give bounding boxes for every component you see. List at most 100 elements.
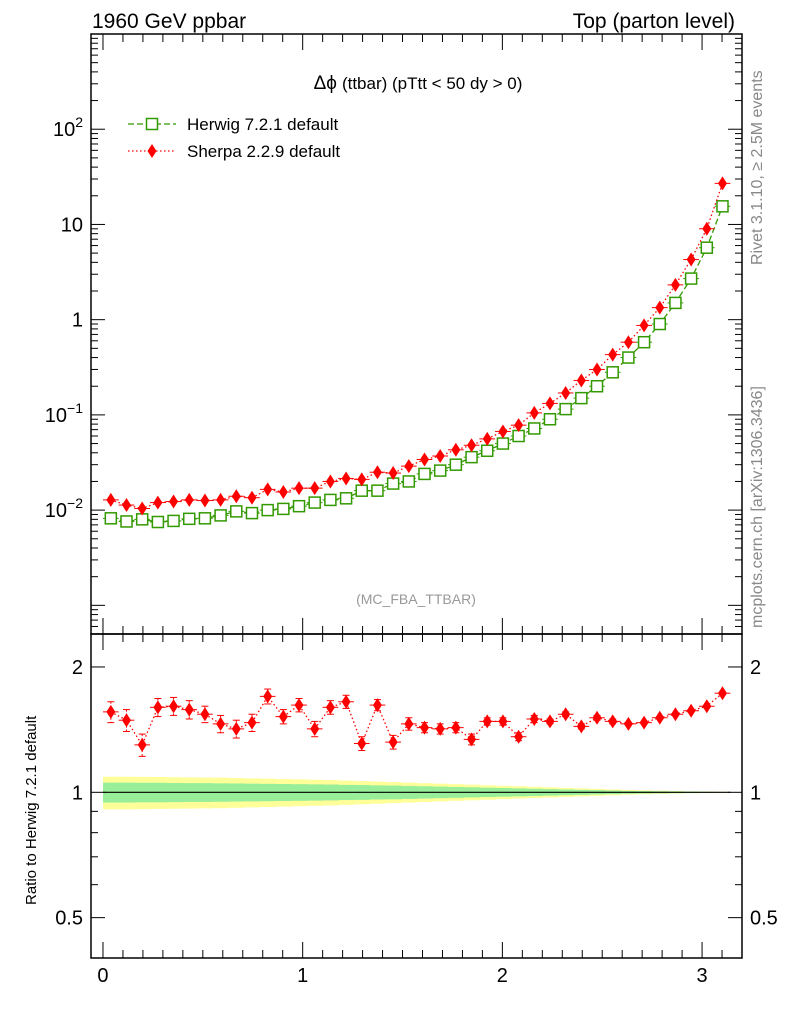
sherpa-point <box>576 373 586 388</box>
herwig-point <box>480 444 494 458</box>
herwig-point <box>496 437 510 450</box>
ratio-point <box>435 721 445 736</box>
sherpa-point <box>561 385 571 400</box>
sherpa-point <box>357 472 367 487</box>
y-tick-label: 10−1 <box>45 400 83 427</box>
herwig-point <box>355 484 369 497</box>
ratio-point <box>231 721 241 736</box>
herwig-point <box>433 464 447 477</box>
y-tick-label: 10−2 <box>45 495 83 522</box>
mcplots-label: mcplots.cern.ch [arXiv:1306.3436] <box>749 386 766 628</box>
sherpa-point <box>122 498 132 513</box>
ratio-point <box>623 716 633 731</box>
herwig-point <box>167 514 180 528</box>
ratio-point <box>357 736 367 751</box>
ratio-y-tick-label: 2 <box>72 657 83 679</box>
ratio-point <box>106 704 116 719</box>
y-tick-exponent: 2 <box>75 114 83 130</box>
herwig-point <box>653 317 667 331</box>
legend-herwig-marker <box>145 117 159 131</box>
sherpa-point <box>137 501 147 516</box>
herwig-point <box>575 391 588 405</box>
sherpa-point <box>200 493 210 508</box>
sherpa-point <box>514 418 524 433</box>
herwig-point <box>465 450 478 464</box>
ratio-point <box>184 702 194 717</box>
herwig-point <box>308 496 321 509</box>
sherpa-point <box>670 277 680 292</box>
ratio-panel-frame <box>90 633 743 959</box>
sherpa-point <box>717 176 727 191</box>
sherpa-point <box>231 489 241 504</box>
analysis-watermark: (MC_FBA_TTBAR) <box>356 591 476 607</box>
sherpa-point <box>106 492 116 507</box>
sherpa-point <box>435 449 445 464</box>
herwig-point <box>418 467 431 481</box>
herwig-point <box>261 503 274 517</box>
ratio-point <box>467 732 477 747</box>
sherpa-point <box>482 431 492 446</box>
sherpa-point <box>529 405 539 420</box>
sherpa-point <box>404 459 414 474</box>
sherpa-point <box>592 362 602 377</box>
sherpa-point <box>310 481 320 496</box>
x-tick-label: 3 <box>696 965 707 987</box>
ratio-y-tick-label-right: 2 <box>750 657 761 679</box>
plot-title: Δϕ (ttbar) (pTtt < 50 dy > 0) <box>314 73 523 94</box>
sherpa-point <box>545 396 555 411</box>
ratio-point <box>639 715 649 730</box>
x-tick-label: 1 <box>297 965 308 987</box>
herwig-point <box>590 379 604 393</box>
ratio-point <box>294 698 304 713</box>
ratio-axis-label: Ratio to Herwig 7.2.1 default <box>23 715 40 905</box>
sherpa-point <box>278 484 288 499</box>
ratio-y-tick-label-right: 1 <box>750 782 761 804</box>
sherpa-point <box>451 442 461 457</box>
ratio-point <box>122 713 132 728</box>
y-tick-base: 10 <box>61 214 83 236</box>
ratio-point <box>404 716 414 731</box>
ratio-point <box>529 711 539 726</box>
herwig-point <box>245 506 259 520</box>
herwig-point <box>684 272 698 285</box>
herwig-point <box>230 505 243 518</box>
herwig-point <box>120 515 133 528</box>
herwig-point <box>543 412 557 426</box>
herwig-line <box>110 206 724 523</box>
ratio-point <box>153 700 163 715</box>
delta-phi-symbol: Δϕ <box>314 73 337 94</box>
ratio-point <box>498 714 508 729</box>
herwig-point <box>402 475 416 488</box>
sherpa-point <box>247 490 257 505</box>
sherpa-point <box>639 318 649 333</box>
energy-label: 1960 GeV ppbar <box>92 10 246 33</box>
sherpa-point <box>341 471 351 486</box>
ratio-point <box>247 715 257 730</box>
ratio-point <box>420 720 430 735</box>
ratio-point <box>686 703 696 718</box>
ratio-point <box>545 714 555 729</box>
ratio-point <box>169 699 179 714</box>
sherpa-point <box>686 252 696 267</box>
process-label: Top (parton level) <box>573 10 735 33</box>
ratio-point <box>592 710 602 725</box>
sherpa-point <box>608 347 618 362</box>
legend-herwig-label: Herwig 7.2.1 default <box>187 115 338 134</box>
herwig-point <box>559 402 572 416</box>
herwig-point <box>622 351 635 364</box>
herwig-point <box>151 515 165 529</box>
ratio-point <box>514 729 524 744</box>
sherpa-point <box>263 482 273 497</box>
y-tick-label: 1 <box>72 310 83 332</box>
herwig-point <box>339 492 353 505</box>
y-tick-label: 102 <box>53 114 83 141</box>
y-tick-base: 1 <box>72 310 83 332</box>
sherpa-point <box>498 424 508 439</box>
herwig-point <box>606 366 619 379</box>
ratio-y-tick-label: 1 <box>72 782 83 804</box>
plot-title-text: (ttbar) (pTtt < 50 dy > 0) <box>342 74 522 93</box>
sherpa-point <box>184 492 194 507</box>
ratio-point <box>341 694 351 709</box>
